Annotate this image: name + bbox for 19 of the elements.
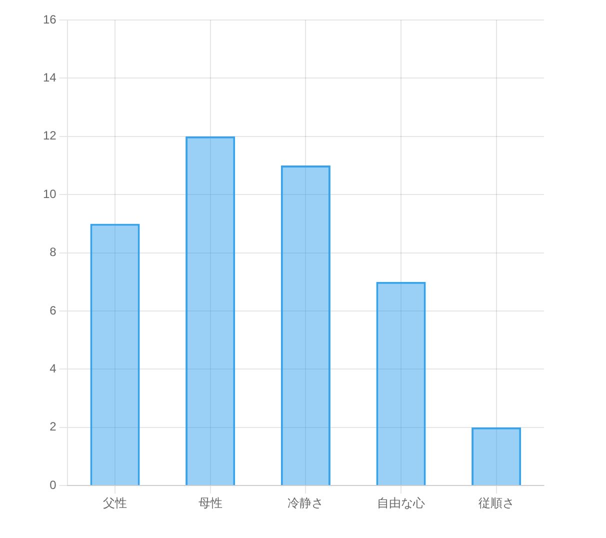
y-tick-label: 4 bbox=[50, 362, 57, 376]
x-tick-label: 冷静さ bbox=[288, 496, 324, 510]
x-tick-label: 自由な心 bbox=[377, 496, 426, 510]
bar bbox=[280, 166, 330, 486]
y-tick-label: 12 bbox=[42, 128, 57, 143]
bar bbox=[472, 427, 522, 486]
x-tick-label: 母性 bbox=[198, 496, 222, 510]
bar bbox=[376, 282, 426, 486]
y-tick-label: 2 bbox=[50, 420, 57, 434]
x-tick-label: 父性 bbox=[103, 496, 128, 510]
y-tick-label: 14 bbox=[42, 70, 57, 85]
y-tick-label: 10 bbox=[42, 186, 57, 201]
y-tick-label: 8 bbox=[50, 245, 57, 260]
y-tick-label: 6 bbox=[50, 303, 57, 318]
x-tick-label: 従順さ bbox=[478, 496, 514, 510]
y-tick-label: 0 bbox=[50, 478, 57, 492]
y-tick-label: 16 bbox=[42, 12, 57, 26]
bar bbox=[90, 224, 140, 486]
bar bbox=[186, 136, 236, 486]
